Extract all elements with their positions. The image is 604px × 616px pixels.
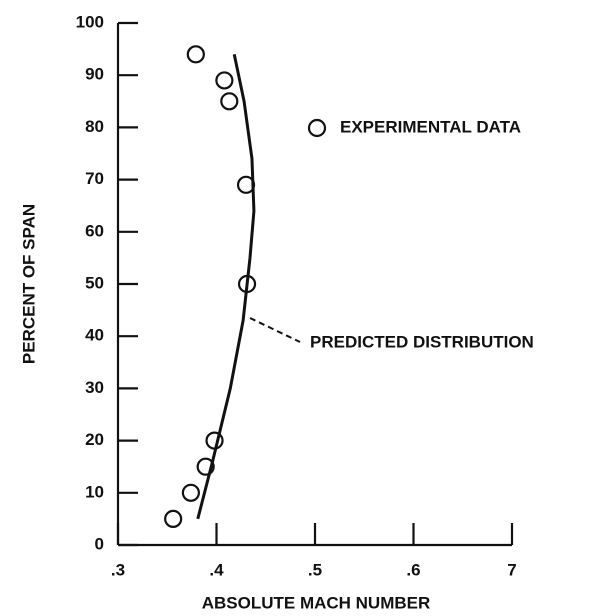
y-tick-label: 50 — [85, 273, 104, 292]
data-point — [220, 92, 239, 111]
x-tick-label: .3 — [111, 560, 125, 579]
data-point — [186, 45, 205, 64]
y-tick-label: 70 — [85, 169, 104, 188]
y-tick-label: 20 — [85, 430, 104, 449]
y-tick-label: 30 — [85, 378, 104, 397]
x-tick-label: .5 — [308, 560, 322, 579]
y-tick-label: 100 — [76, 12, 104, 31]
data-point — [164, 509, 183, 529]
annotation: PREDICTED DISTRIBUTION — [310, 332, 534, 351]
x-tick-label: .6 — [406, 560, 420, 579]
x-tick-label: 7 — [507, 560, 516, 579]
legend-marker — [307, 118, 327, 138]
y-axis-label: PERCENT OF SPAN — [19, 204, 38, 364]
x-tick-label: .4 — [209, 560, 224, 579]
legend-label: EXPERIMENTAL DATA — [340, 117, 521, 136]
y-tick-label: 40 — [85, 326, 104, 345]
y-tick-label: 80 — [85, 117, 104, 136]
y-tick-label: 10 — [85, 482, 104, 501]
annotation-leader — [249, 317, 301, 343]
y-tick-label: 60 — [85, 221, 104, 240]
data-point — [181, 483, 200, 502]
predicted-line — [196, 54, 256, 520]
data-point — [215, 71, 234, 90]
y-tick-label: 0 — [95, 534, 104, 553]
y-tick-label: 90 — [85, 65, 104, 84]
x-axis-label: ABSOLUTE MACH NUMBER — [202, 593, 431, 612]
